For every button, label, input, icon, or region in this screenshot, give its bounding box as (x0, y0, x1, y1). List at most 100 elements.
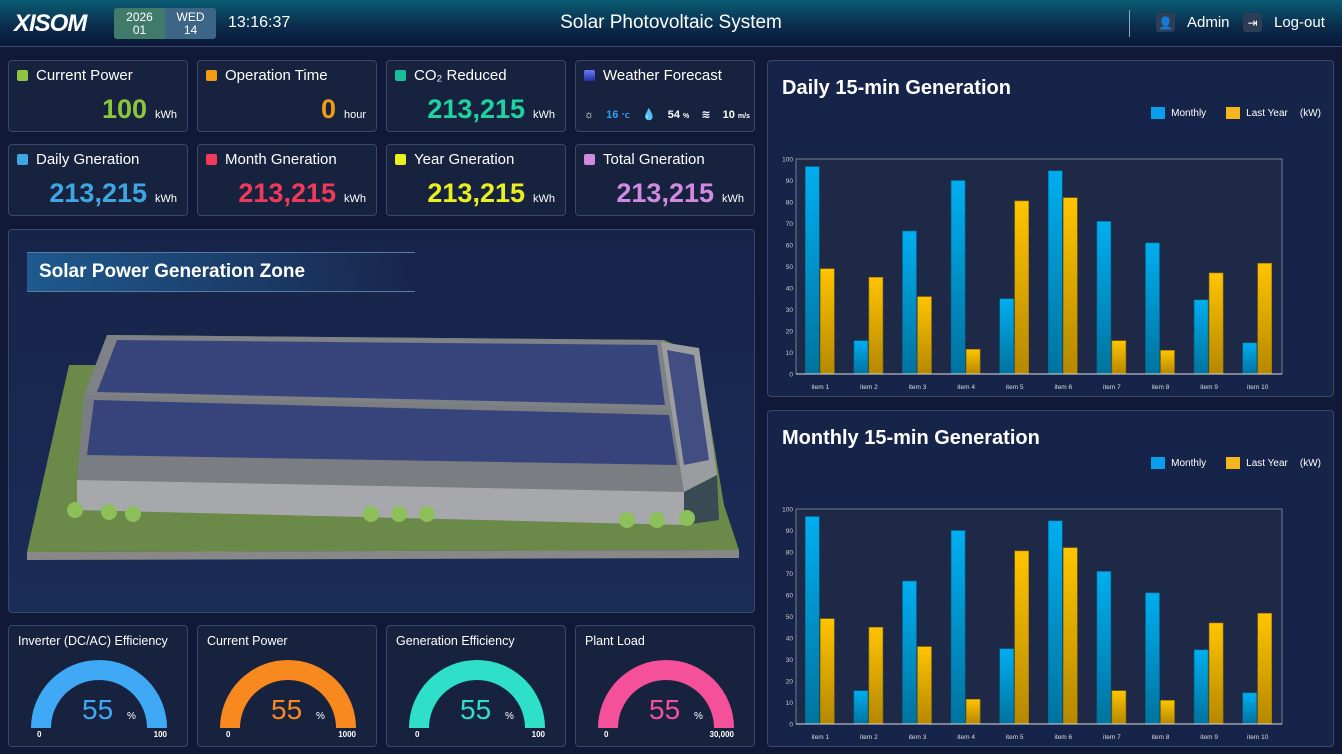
month-generation-card: Month Gneration 213,215 kWh (197, 144, 377, 216)
admin-button[interactable]: 👤 Admin (1156, 13, 1230, 32)
color-square-icon (395, 154, 406, 165)
humidity: 54% (667, 108, 690, 121)
color-square-icon (584, 154, 595, 165)
y-tick-label: 90 (786, 178, 794, 185)
divider (1129, 10, 1130, 37)
bar-last-year (1014, 200, 1029, 375)
gauge-unit: % (505, 711, 514, 722)
bar-monthly (1096, 571, 1112, 725)
bar-last-year (868, 276, 884, 375)
bar-last-year (1208, 622, 1224, 725)
card-label: Month Gneration (225, 151, 337, 168)
current-power-card: Current Power 100 kWh (8, 60, 188, 132)
chart-title: Daily 15-min Generation (782, 77, 1011, 99)
chart-legend: Monthly Last Year (kW) (1151, 457, 1321, 469)
color-square-icon (17, 70, 28, 81)
legend-unit: (kW) (1299, 457, 1321, 469)
x-tick-label: item 3 (909, 384, 927, 391)
bar-monthly (902, 580, 917, 725)
legend-label: Monthly (1171, 457, 1207, 469)
gauge-value: 55 (460, 694, 492, 725)
bar-monthly (999, 648, 1014, 725)
card-label: Total Gneration (603, 151, 705, 168)
bar-last-year (1062, 547, 1078, 725)
x-tick-label: item 9 (1200, 384, 1218, 391)
chart-legend: Monthly Last Year (kW) (1151, 107, 1321, 119)
gauge-min: 0 (604, 730, 609, 739)
gauge-title: Current Power (207, 634, 288, 648)
bar-monthly (853, 340, 869, 375)
month: 01 (132, 23, 147, 37)
logout-button[interactable]: ⇥ Log-out (1243, 13, 1325, 32)
y-tick-label: 10 (786, 700, 794, 707)
y-tick-label: 40 (786, 636, 794, 643)
daily-generation-chart: 0 10 20 30 40 50 60 70 80 90 100 item 1 item 2 item 3… (767, 60, 1334, 397)
gauge-arc (220, 660, 356, 728)
y-tick-label: 80 (786, 200, 794, 207)
x-tick-label: item 10 (1247, 384, 1269, 391)
x-tick-label: item 6 (1054, 734, 1072, 741)
day: 14 (183, 23, 198, 37)
gauge-value: 55 (271, 694, 303, 725)
y-tick-label: 50 (786, 614, 794, 621)
bar-last-year (965, 698, 981, 725)
legend-swatch-last-year (1226, 457, 1241, 469)
weather-square-icon (584, 70, 595, 81)
color-square-icon (206, 70, 217, 81)
bar-last-year (1111, 340, 1127, 375)
card-unit: kWh (533, 193, 555, 205)
bar-monthly (1145, 592, 1160, 725)
x-tick-label: item 9 (1200, 734, 1218, 741)
bar-monthly (950, 180, 966, 375)
x-tick-label: item 7 (1103, 734, 1121, 741)
card-value: 213,215 (427, 94, 525, 124)
bar-last-year (1014, 550, 1029, 725)
card-unit: kWh (344, 193, 366, 205)
y-tick-label: 30 (786, 307, 794, 314)
gauge-min: 0 (37, 730, 42, 739)
bar-monthly (1193, 649, 1209, 725)
y-tick-label: 40 (786, 286, 794, 293)
date-display: 2026 01 WED 14 (114, 8, 216, 39)
bar-monthly (804, 166, 820, 375)
weekday: WED (176, 10, 205, 24)
wind: 10 m/s (722, 108, 750, 121)
header: XISOM 2026 01 WED 14 13:16:37 Solar Photov… (0, 0, 1342, 47)
x-tick-label: item 10 (1247, 734, 1269, 741)
y-tick-label: 60 (786, 243, 794, 250)
bar-last-year (1160, 700, 1175, 725)
wind-icon: ≋ (701, 109, 711, 121)
bar-monthly (853, 690, 869, 725)
card-value: 213,215 (616, 178, 714, 208)
card-unit: kWh (533, 109, 555, 121)
y-tick-label: 100 (782, 507, 793, 514)
x-tick-label: item 7 (1103, 384, 1121, 391)
legend-label: Last Year (1246, 107, 1288, 119)
card-value: 213,215 (49, 178, 147, 208)
gauge-arc (598, 660, 734, 728)
humidity-icon: 💧 (641, 109, 656, 121)
year-generation-card: Year Gneration 213,215 kWh (386, 144, 566, 216)
legend-unit: (kW) (1299, 107, 1321, 119)
card-label: Operation Time (225, 67, 328, 84)
bar-monthly (1047, 520, 1063, 725)
card-unit: kWh (155, 109, 177, 121)
card-value: 213,215 (427, 178, 525, 208)
sun-icon: ☼ (584, 108, 595, 121)
total-generation-card: Total Gneration 213,215 kWh (575, 144, 755, 216)
monthly-generation-chart: 0 10 20 30 40 50 60 70 80 90 100 item 1 item 2 item 3… (767, 410, 1334, 747)
current-power-gauge: Current Power 55 % 0 1000 (197, 625, 377, 747)
logout-label: Log-out (1274, 14, 1325, 31)
legend-label: Last Year (1246, 457, 1288, 469)
x-tick-label: item 5 (1006, 384, 1024, 391)
x-tick-label: item 8 (1152, 384, 1170, 391)
x-tick-label: item 3 (909, 734, 927, 741)
bar-last-year (819, 618, 835, 725)
y-tick-label: 80 (786, 550, 794, 557)
bar-monthly (1242, 342, 1258, 375)
y-tick-label: 10 (786, 350, 794, 357)
plant-load-gauge: Plant Load 55 % 0 30,000 (575, 625, 755, 747)
solar-plant-illustration (27, 335, 739, 560)
co2-reduced-card: CO₂ Reduced 213,215 kWh (386, 60, 566, 132)
x-tick-label: item 4 (957, 384, 975, 391)
